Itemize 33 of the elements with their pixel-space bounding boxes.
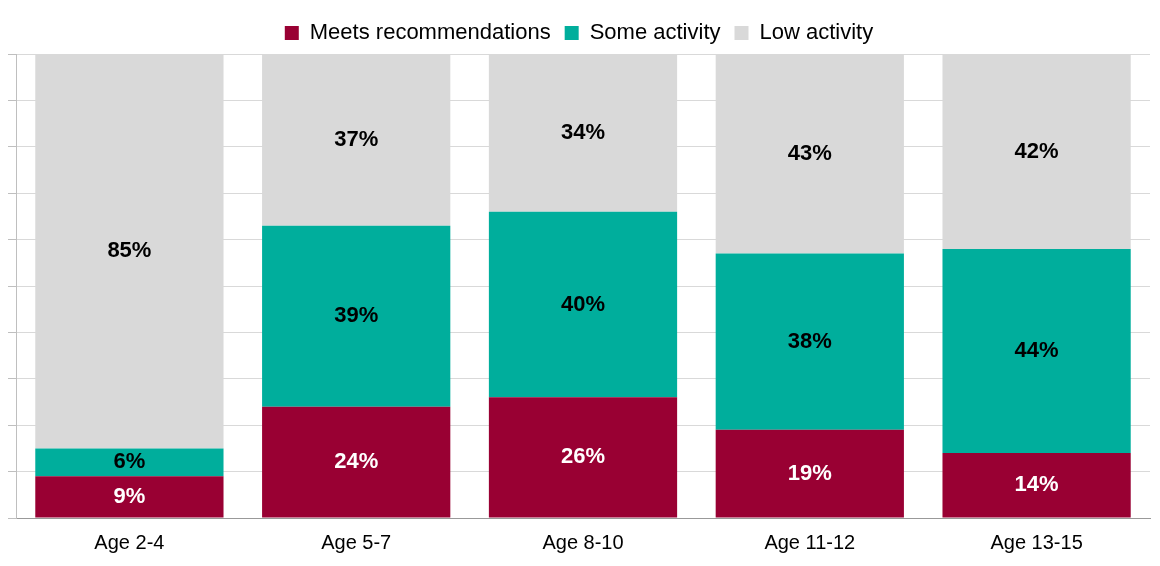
- bar: [715, 429, 904, 518]
- x-tick-label: Age 2-4: [94, 530, 165, 553]
- data-label: 38%: [787, 327, 832, 353]
- data-label: 19%: [787, 459, 832, 485]
- legend-label: Some activity: [589, 19, 721, 45]
- data-label: 44%: [1014, 337, 1059, 363]
- x-tick-label: Age 8-10: [542, 530, 624, 553]
- bar: [262, 225, 451, 407]
- data-label: 37%: [334, 125, 379, 151]
- data-label: 40%: [560, 290, 606, 316]
- x-tick-label: Age 13-15: [990, 530, 1083, 553]
- data-label: 26%: [560, 443, 606, 469]
- data-label: 14%: [1014, 471, 1059, 497]
- bar: [35, 448, 224, 477]
- data-label: 6%: [113, 448, 146, 474]
- data-label: 9%: [113, 482, 146, 508]
- bar: [488, 211, 678, 398]
- bar: [35, 476, 224, 518]
- x-tick-label: Age 11-12: [764, 530, 856, 553]
- x-tick-label: Age 5-7: [321, 530, 392, 553]
- data-label: 42%: [1014, 137, 1059, 163]
- bar: [715, 253, 904, 430]
- bar: [942, 248, 1131, 454]
- data-label: 85%: [107, 237, 152, 263]
- bar: [488, 397, 678, 518]
- data-label: 43%: [787, 139, 832, 165]
- legend-label: Meets recommendations: [309, 19, 551, 45]
- bar: [942, 453, 1131, 518]
- legend-label: Low activity: [759, 19, 874, 45]
- data-label: 39%: [334, 302, 379, 328]
- data-label: 34%: [560, 118, 606, 144]
- data-label: 24%: [334, 448, 379, 474]
- bar: [262, 406, 451, 518]
